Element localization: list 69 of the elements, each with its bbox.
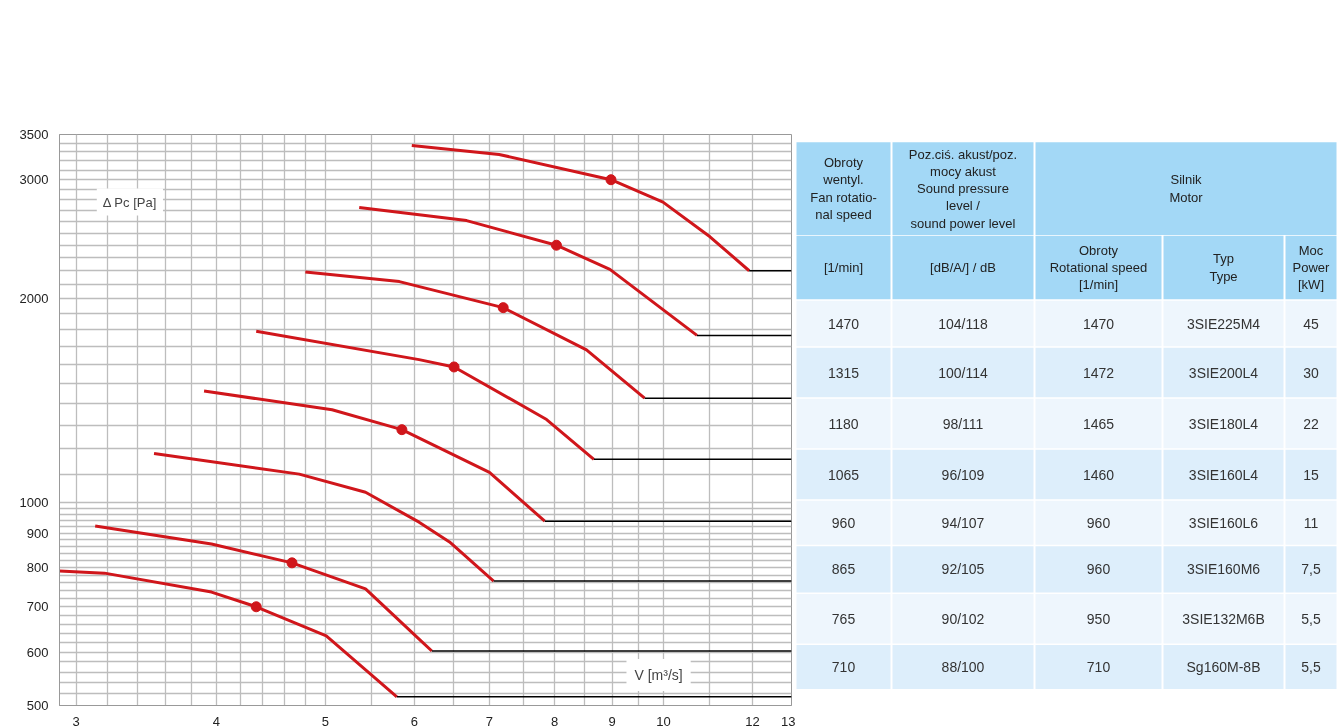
text: 950 xyxy=(1086,610,1111,627)
y-tick-label: 600 xyxy=(26,644,49,660)
y-tick-label: 3000 xyxy=(19,172,49,188)
text: 765 xyxy=(831,610,856,627)
text: 11 xyxy=(1303,514,1319,531)
text: 98/111 xyxy=(942,415,984,432)
text: Moc Power [kW] xyxy=(1292,242,1331,293)
text: Poz.ciś. akust/poz. mocy akust Sound pressure level / sound power level xyxy=(908,146,1018,231)
x-tick-label: 6 xyxy=(410,713,418,728)
text: 45 xyxy=(1303,315,1319,332)
text: 1315 xyxy=(827,364,860,381)
text: 1180 xyxy=(828,415,859,432)
text: 960 xyxy=(1086,514,1111,531)
x-axis-title: V [m³/s] xyxy=(634,666,683,683)
text: 96/109 xyxy=(941,466,985,483)
text: 865 xyxy=(831,561,856,578)
text: 3SIE225M4 xyxy=(1186,315,1261,332)
text: 90/102 xyxy=(941,610,985,627)
y-tick-label: 500 xyxy=(26,698,49,713)
x-tick-label: 8 xyxy=(550,713,559,728)
text: 30 xyxy=(1303,364,1319,381)
text: 3SIE180L4 xyxy=(1188,415,1259,432)
y-tick-label: 2000 xyxy=(19,291,49,307)
text: 3SIE132M6B xyxy=(1182,610,1265,627)
text: 710 xyxy=(1086,659,1111,676)
text: [1/min] xyxy=(823,259,864,275)
text: Obroty wentyl. Fan rotatio- nal speed xyxy=(810,155,877,222)
text: 94/107 xyxy=(941,514,985,531)
text: Silnik Motor xyxy=(1169,172,1204,205)
x-tick-label: 12 xyxy=(745,713,760,728)
y-tick-label: 3500 xyxy=(19,127,49,142)
text: 1065 xyxy=(827,466,860,483)
text: 15 xyxy=(1303,466,1319,483)
text: Typ Type xyxy=(1209,251,1238,284)
text: Obroty Rotational speed [1/min] xyxy=(1049,242,1148,293)
text: 960 xyxy=(831,514,856,531)
text: 88/100 xyxy=(941,659,985,676)
text: 1470 xyxy=(1082,315,1115,332)
y-tick-label: 700 xyxy=(26,599,49,615)
text: 710 xyxy=(831,659,856,676)
text: 1470 xyxy=(827,315,860,332)
x-tick-label: 10 xyxy=(656,713,671,728)
text: 104/118 xyxy=(938,315,988,332)
text: 3SIE160M6 xyxy=(1186,561,1261,578)
text: 1472 xyxy=(1082,364,1115,381)
y-axis-title: Δ Pc [Pa] xyxy=(102,194,157,210)
text: 1465 xyxy=(1082,415,1115,432)
text: 960 xyxy=(1086,561,1111,578)
y-tick-label: 800 xyxy=(26,560,49,576)
text: 3SIE160L6 xyxy=(1188,514,1259,531)
text: 3SIE200L4 xyxy=(1188,364,1259,381)
text: Sg160M-8B xyxy=(1186,659,1261,676)
x-tick-label: 9 xyxy=(608,713,616,728)
y-tick-label: 900 xyxy=(26,525,49,541)
y-tick-label: 1000 xyxy=(19,494,49,510)
text: 1460 xyxy=(1082,466,1115,483)
text: 5,5 xyxy=(1301,659,1321,676)
text: 92/105 xyxy=(941,561,985,578)
text: 3SIE160L4 xyxy=(1188,466,1259,483)
x-tick-label: 13 xyxy=(781,713,796,728)
text: 5,5 xyxy=(1301,610,1321,627)
x-tick-label: 7 xyxy=(485,713,494,728)
x-tick-label: 5 xyxy=(321,713,329,728)
text: [dB/A/] / dB xyxy=(930,259,996,275)
x-tick-label: 4 xyxy=(212,713,221,728)
text: 7,5 xyxy=(1301,561,1321,578)
text: 22 xyxy=(1303,415,1319,432)
text: 100/114 xyxy=(938,364,988,381)
x-tick-label: 3 xyxy=(72,713,80,728)
